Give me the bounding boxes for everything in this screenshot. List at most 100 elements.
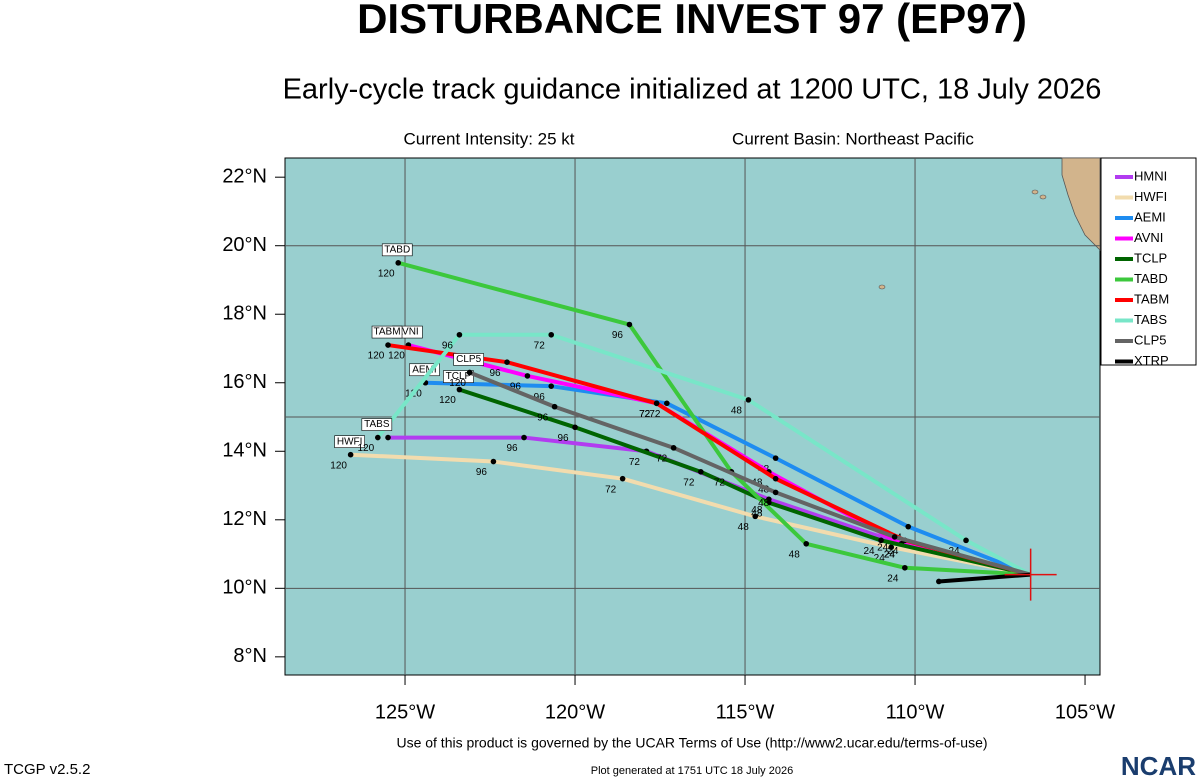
y-tick-label: 20°N (222, 234, 267, 256)
track-tag: TABS (364, 419, 390, 430)
chart-subtitle: Early-cycle track guidance initialized a… (283, 74, 1102, 106)
y-tick-label: 18°N (222, 303, 267, 325)
track-point (905, 523, 912, 530)
track-point (902, 564, 908, 571)
track-point (653, 400, 660, 407)
x-tick-label: 115°W (716, 701, 775, 723)
hour-label: 120 (388, 351, 405, 362)
track (397, 260, 1031, 577)
hour-label: 48 (758, 484, 770, 495)
hour-label: 96 (534, 392, 546, 403)
track-tag: AVNI (396, 327, 419, 338)
track-tag-box (453, 353, 484, 366)
hour-label: 48 (751, 508, 763, 519)
basin: Current Basin: Northeast Pacific (732, 129, 974, 148)
y-tick-label: 12°N (222, 508, 267, 530)
hour-label: 48 (751, 505, 763, 516)
hour-label: 120 (378, 268, 395, 279)
legend (1100, 157, 1197, 366)
x-tick-label: 120°W (545, 701, 605, 723)
hour-label: 24 (884, 549, 896, 560)
hour-label: 24 (863, 546, 875, 557)
track-tag: TABM (373, 327, 400, 338)
legend-label: TABM (1134, 291, 1169, 306)
hour-label: 72 (605, 484, 617, 495)
island (1039, 194, 1047, 200)
track-point (385, 434, 391, 441)
hour-label: 48 (758, 498, 770, 509)
legend-label: TCLP (1134, 250, 1167, 265)
track-point (772, 455, 779, 461)
hour-label: 96 (442, 340, 454, 351)
terms: Use of this product is governed by the U… (396, 735, 987, 751)
hour-label: 96 (506, 443, 518, 454)
track-point (878, 537, 884, 544)
legend-label: XTRP (1134, 353, 1169, 368)
track-point (664, 400, 670, 407)
hour-label: 72 (656, 453, 668, 464)
track-point (466, 369, 473, 376)
hour-label: 72 (639, 409, 651, 420)
hour-label: 120 (439, 395, 456, 406)
track (938, 572, 1031, 584)
hour-label: 72 (629, 457, 641, 468)
track-point (385, 342, 391, 348)
land (1061, 157, 1101, 251)
track-point (772, 475, 779, 482)
hour-label: 24 (887, 573, 899, 584)
track-point (745, 397, 752, 403)
legend-label: CLP5 (1134, 332, 1167, 347)
track (425, 380, 1032, 577)
track-point (347, 451, 354, 458)
legend-label: TABS (1134, 312, 1167, 327)
island (878, 284, 886, 290)
hour-label: 72 (714, 477, 726, 488)
track-point (548, 331, 555, 338)
hour-label: 120 (368, 351, 385, 362)
island (1031, 189, 1039, 195)
hour-label: 24 (874, 553, 886, 564)
y-tick-label: 16°N (222, 371, 267, 393)
track-tag: TCLP (446, 371, 472, 382)
hour-label: 72 (649, 409, 661, 420)
hour-label: 96 (537, 412, 549, 423)
track-point (619, 475, 626, 482)
x-tick-label: 105°W (1055, 701, 1115, 723)
track (458, 387, 1032, 577)
hour-label: 120 (449, 378, 466, 389)
track-tag-box (381, 243, 413, 257)
hour-label: 24 (887, 546, 899, 557)
track (376, 332, 1032, 577)
legend-label: AEMI (1134, 209, 1166, 224)
legend-label: AVNI (1134, 230, 1163, 245)
track-point (752, 513, 759, 520)
track (350, 452, 1032, 577)
hour-label: 24 (877, 543, 889, 554)
hour-label: 72 (534, 340, 546, 351)
track-tag-box (443, 370, 474, 383)
hour-label: 96 (510, 382, 522, 393)
track-point (963, 537, 969, 544)
y-tick-label: 22°N (222, 165, 267, 187)
y-tick-label: 14°N (222, 440, 267, 462)
track-tag-box (361, 418, 393, 431)
hour-label: 120 (330, 460, 347, 471)
hour-label: 120 (357, 443, 374, 454)
hour-label: 96 (612, 330, 624, 341)
y-tick-label: 10°N (222, 577, 267, 599)
hour-label: 72 (683, 477, 695, 488)
legend-label: HMNI (1134, 168, 1167, 183)
track-point (670, 445, 677, 451)
hour-label: 96 (489, 368, 501, 379)
legend-label: TABD (1134, 271, 1168, 286)
hour-label: 48 (738, 522, 750, 533)
track-point (572, 424, 578, 431)
intensity: Current Intensity: 25 kt (403, 129, 574, 148)
generated: Plot generated at 1751 UTC 18 July 2026 (591, 765, 793, 777)
track-tag: AEMI (412, 364, 436, 375)
legend-label: HWFI (1134, 189, 1167, 204)
track-point (803, 540, 810, 547)
x-tick-label: 125°W (375, 701, 435, 723)
track-tag: CLP5 (456, 354, 481, 365)
